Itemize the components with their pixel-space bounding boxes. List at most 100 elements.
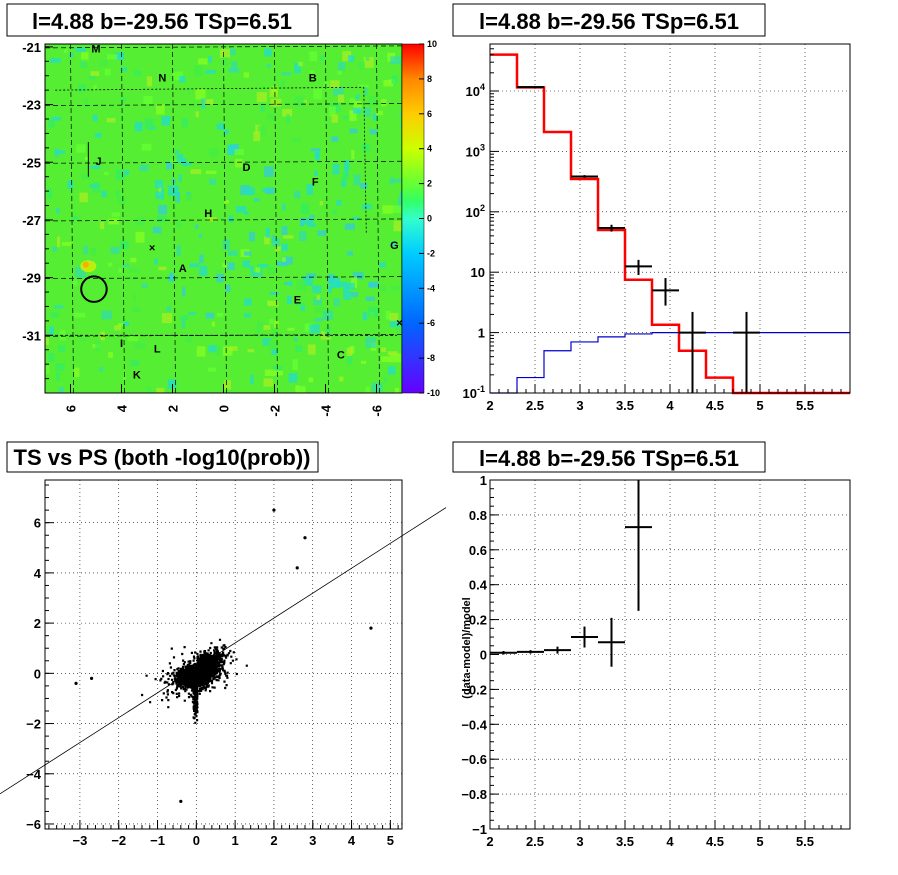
map-pixel [282,108,293,117]
map-pixel [313,297,322,306]
map-pixel [92,114,98,122]
map-pixel [353,271,364,280]
map-pixel [380,285,387,292]
map-pixel [253,131,261,142]
map-pixel [114,52,125,61]
map-pixel [101,310,112,320]
map-pixel [110,246,120,254]
spectrum-x-tick-label: 3.5 [616,398,634,413]
map-pixel [266,63,271,68]
map-pixel [393,220,402,232]
map-x-marker: × [396,318,402,330]
map-pixel [169,272,174,282]
map-pixel [135,231,145,243]
map-pixel [273,320,279,328]
map-pixel [122,263,130,268]
map-pixel [90,165,101,169]
map-pixel [195,89,206,100]
spectrum-y-tick-label: 102 [466,203,485,220]
map-pixel [294,62,301,74]
map-pixel [84,98,89,108]
residual-y-tick-label: 0.6 [469,543,487,558]
map-pixel [195,111,199,118]
map-pixel [172,71,183,81]
map-pixel [118,323,125,327]
map-pixel [196,346,206,357]
map-pixel [307,344,316,355]
map-grid-line [45,333,402,337]
map-pixel [310,70,315,78]
map-pixel [393,178,402,183]
scatter-title: TS vs PS (both -log10(prob)) [14,445,311,470]
map-pixel [166,306,171,312]
map-region-label: H [204,208,212,220]
map-region-label: B [309,72,317,84]
map-pixel [372,113,377,121]
map-pixel [155,191,162,199]
map-pixel [198,58,208,65]
map-pixel [93,84,97,91]
map-pixel [57,236,61,248]
map-pixel [170,159,181,164]
map-pixel [119,241,129,250]
map-pixel [391,75,398,84]
map-pixel [267,340,279,350]
map-pixel [95,133,102,138]
map-pixel [156,215,166,223]
residual-x-tick-label: 4 [666,834,674,849]
map-pixel [55,208,60,214]
map-pixel [293,191,301,199]
map-x-tick-label: -2 [268,405,283,417]
map-pixel [99,367,104,372]
map-pixel [272,329,278,338]
map-pixel [130,360,139,367]
scatter-points [0,507,447,803]
map-pixel [120,97,126,102]
map-pixel [185,334,192,343]
map-pixel [282,203,286,211]
map-pixel [74,312,86,318]
map-pixel [284,282,291,285]
map-pixel [141,283,148,289]
spectrum-y-tick-label: 10 [471,265,485,280]
map-pixel [322,310,334,320]
map-pixel [198,234,203,238]
map-pixel [269,318,274,325]
map-pixel [383,80,393,87]
spectrum-title: l=4.88 b=-29.56 TSp=6.51 [479,9,739,34]
map-pixel [156,387,165,393]
map-pixel [90,71,100,76]
scatter-point [369,626,373,630]
residual-y-tick-label: 0.2 [469,613,487,628]
map-pixel [271,349,278,355]
map-pixel [264,236,270,245]
map-pixel [352,107,362,114]
map-pixel [274,245,281,252]
map-pixel [361,144,371,151]
map-pixel [286,114,290,123]
map-texture [45,47,402,393]
map-pixel [48,119,55,128]
map-pixel [338,94,345,103]
map-pixel [295,345,303,352]
residual-series [490,480,652,667]
map-pixel [199,265,208,276]
scatter-point-cloud [141,638,248,724]
map-pixel [396,326,402,334]
map-pixel [181,318,186,329]
map-pixel [189,263,200,268]
map-pixel [347,251,353,256]
map-pixel [201,98,206,109]
residual-title: l=4.88 b=-29.56 TSp=6.51 [479,446,739,471]
map-pixel [332,163,340,175]
map-pixel [353,100,362,111]
map-pixel [329,277,340,289]
map-pixel [211,321,215,327]
map-pixel [52,246,58,252]
map-pixel [106,118,116,123]
scatter-x-tick-label: −3 [73,833,88,848]
residual-x-tick-label: 5.5 [796,834,814,849]
map-pixel [343,286,349,292]
